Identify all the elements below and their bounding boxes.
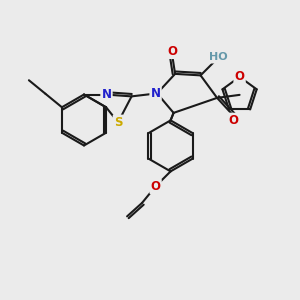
Text: HO: HO [209,52,228,62]
Text: S: S [114,116,122,129]
Text: O: O [167,45,177,58]
Text: N: N [101,88,112,101]
Text: O: O [229,114,238,127]
Text: O: O [151,180,160,193]
Text: N: N [151,87,160,100]
Text: O: O [235,70,244,83]
